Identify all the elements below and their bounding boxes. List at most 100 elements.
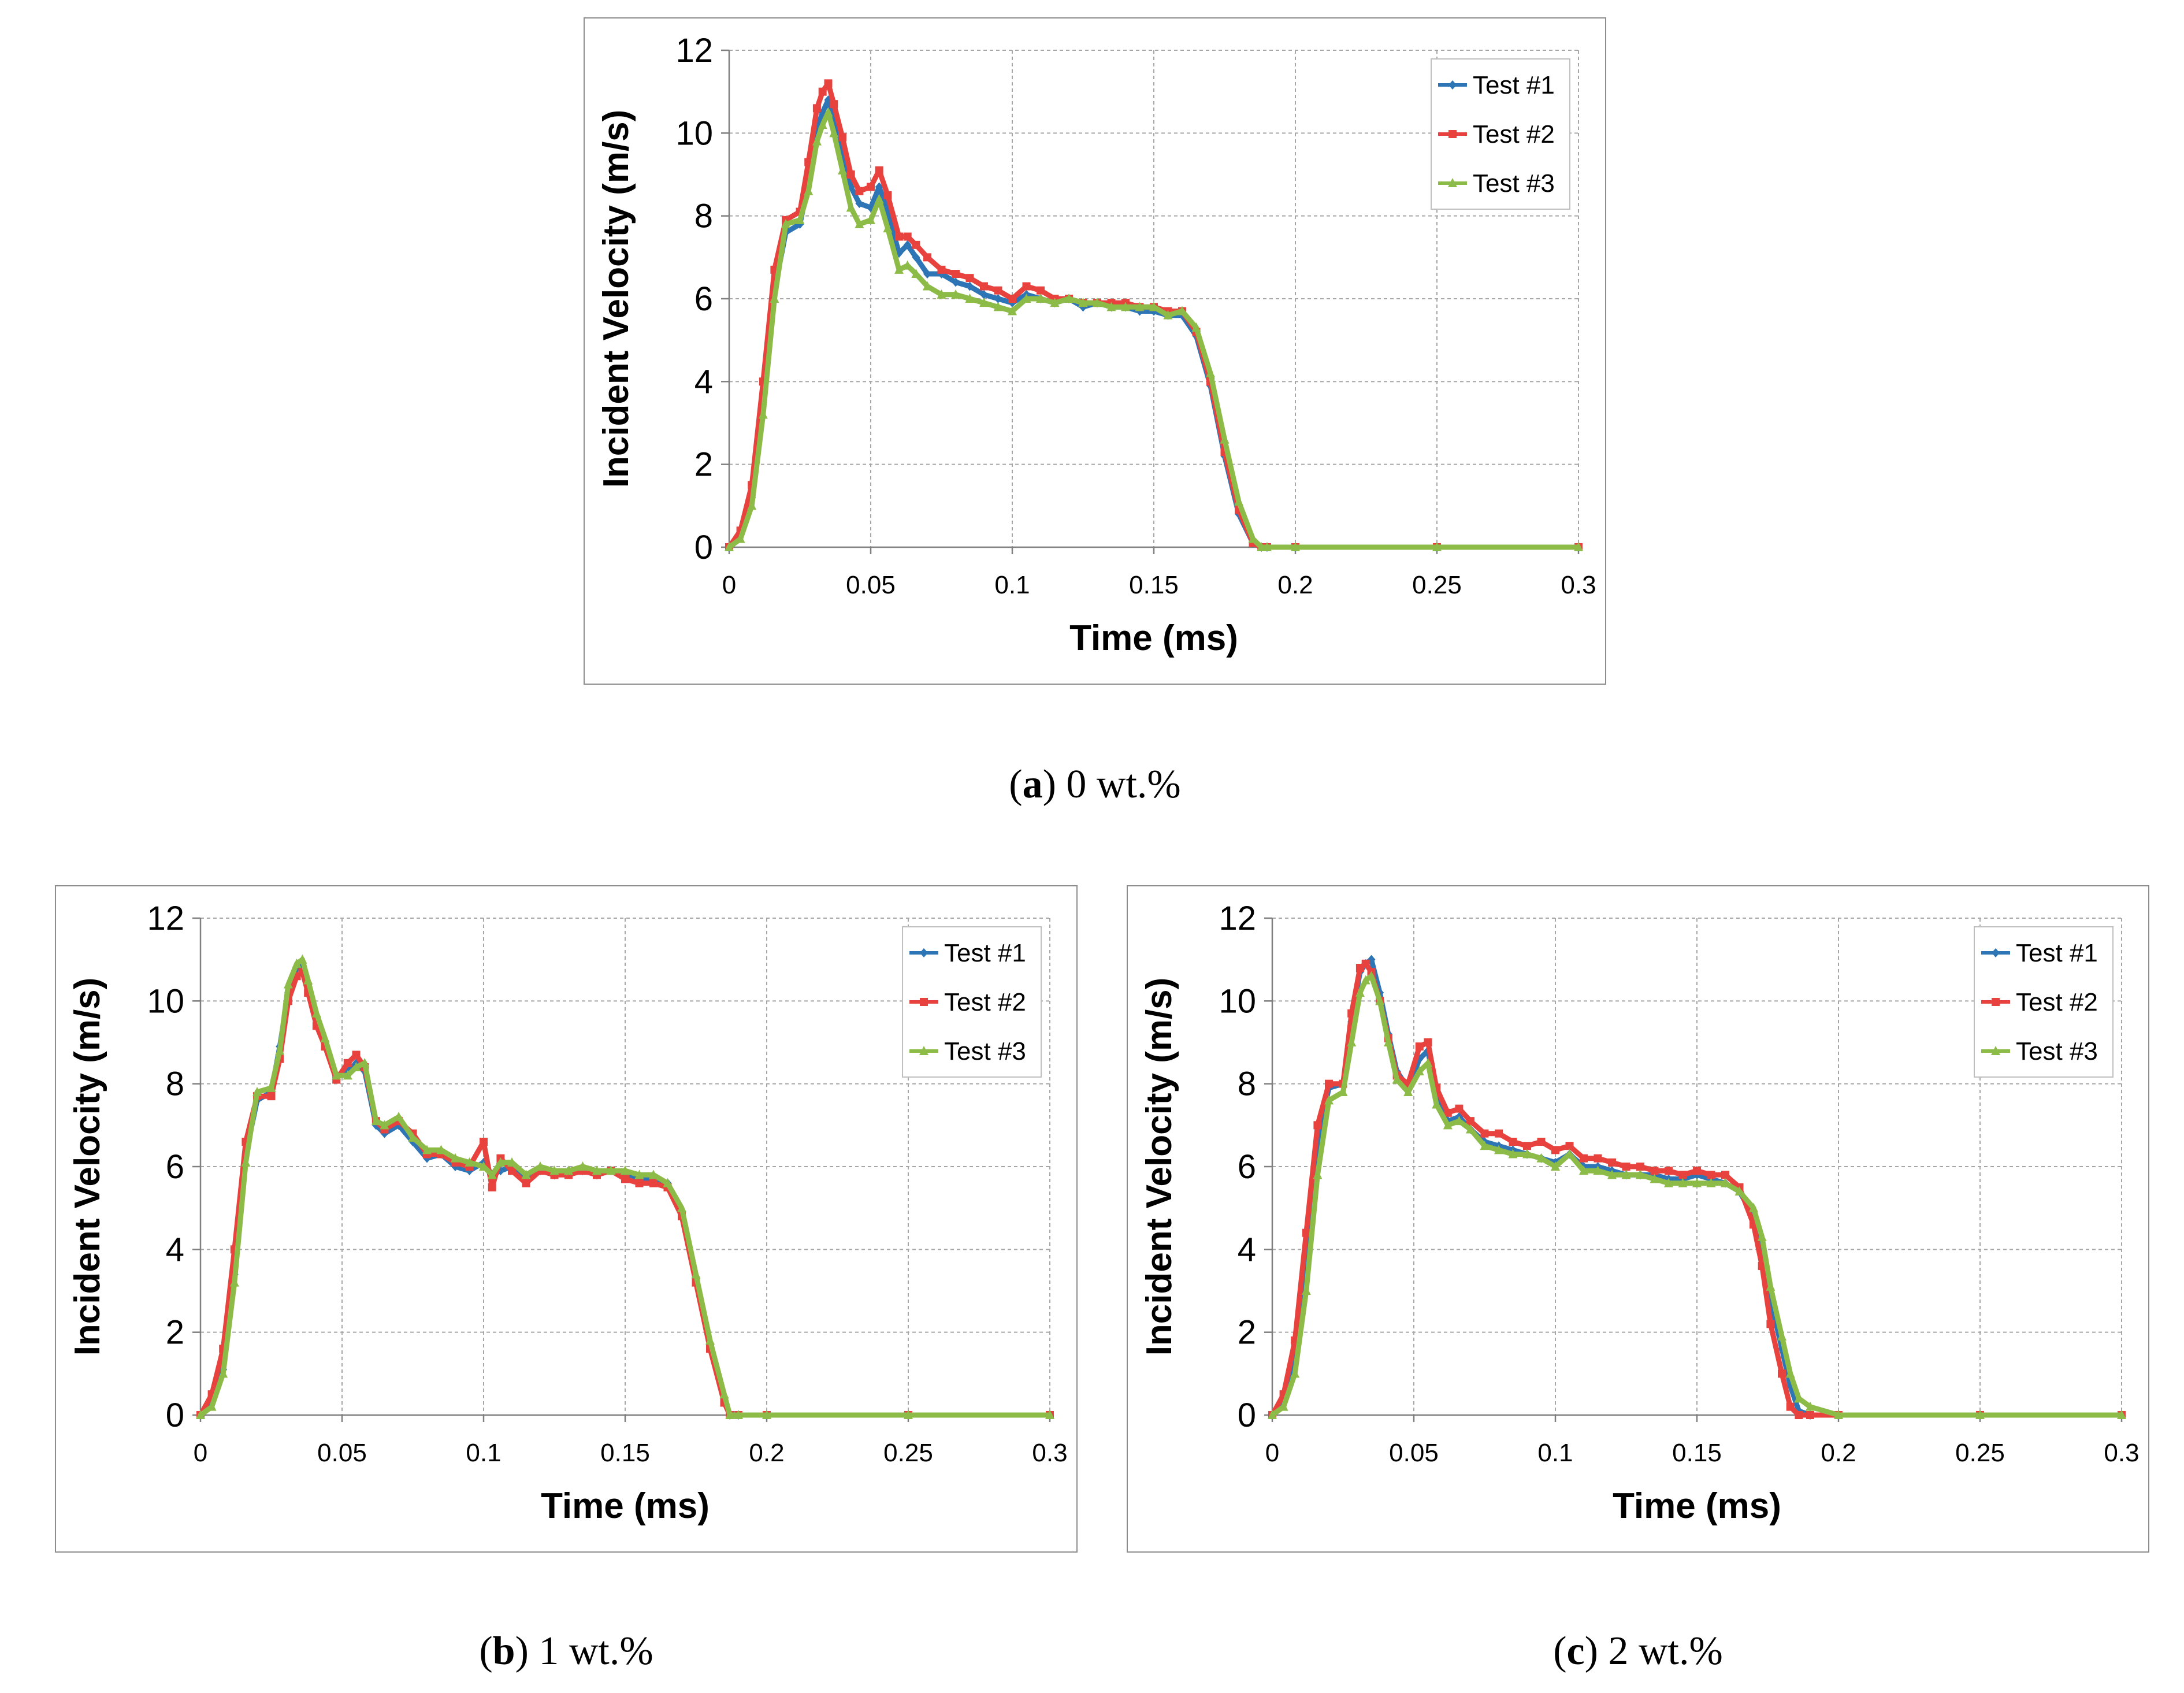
legend-swatch-marker [1991, 1046, 2000, 1055]
data-point [487, 1169, 497, 1179]
x-tick-label: 0.1 [994, 571, 1030, 599]
data-point [980, 289, 988, 299]
data-point [1008, 306, 1017, 315]
data-point [1551, 1146, 1559, 1154]
legend-label: Test #1 [1473, 71, 1555, 99]
data-point [719, 1389, 729, 1399]
data-point [1324, 1095, 1334, 1105]
data-point [812, 136, 822, 146]
data-point [621, 1165, 630, 1175]
x-tick-label: 0.25 [883, 1439, 933, 1467]
legend-label: Test #1 [2016, 939, 2098, 967]
data-point [1508, 1149, 1518, 1159]
data-point [965, 274, 974, 283]
legend: Test #1 Test #2 Test #3 [1974, 926, 2114, 1078]
y-tick-label: 4 [166, 1231, 184, 1268]
caption-c-letter: c [1566, 1629, 1585, 1673]
data-point [1480, 1129, 1489, 1138]
y-axis-title: Incident Velocity (m/s) [68, 978, 107, 1356]
data-point [1551, 1161, 1560, 1171]
data-point [649, 1169, 658, 1179]
legend-swatch-marker [920, 998, 928, 1006]
data-point [649, 1179, 658, 1187]
series-3 [196, 954, 1054, 1419]
data-point [911, 269, 921, 278]
data-point [380, 1120, 389, 1130]
chart-svg-a: 0 2 4 6 8 10 12 0 0.05 0.1 0.15 0.2 0.25 0.3 Time (ms)… [596, 32, 1596, 658]
data-point [1574, 542, 1583, 551]
series-2 [1268, 959, 2126, 1419]
data-point [1036, 294, 1045, 303]
data-point [979, 298, 989, 307]
caption-b-letter: b [492, 1629, 515, 1673]
data-point [1522, 1149, 1532, 1159]
data-point [578, 1161, 588, 1171]
data-point [621, 1175, 629, 1183]
data-point [380, 1128, 389, 1138]
data-point [1692, 1178, 1702, 1187]
legend-label: Test #3 [2016, 1037, 2098, 1065]
data-point [1608, 1158, 1616, 1167]
x-tick-label: 0.3 [1561, 571, 1596, 599]
legend: Test #1 Test #2 Test #3 [1431, 58, 1570, 210]
data-point [1423, 1057, 1433, 1067]
y-tick-label: 8 [166, 1065, 184, 1103]
x-tick-label: 0.2 [1821, 1439, 1856, 1467]
data-point [1078, 298, 1088, 307]
data-point [1206, 368, 1215, 377]
data-point [758, 409, 768, 419]
data-point [1262, 542, 1272, 551]
data-point [1366, 971, 1376, 981]
data-point [1523, 1142, 1531, 1150]
data-point [1678, 1178, 1688, 1187]
data-point [1279, 1401, 1288, 1411]
legend: Test #1 Test #2 Test #3 [902, 926, 1042, 1078]
data-point [1355, 987, 1365, 997]
data-point [1050, 298, 1060, 307]
data-point [1621, 1169, 1631, 1179]
data-point [952, 277, 960, 287]
data-point [436, 1145, 446, 1154]
data-point [846, 182, 855, 192]
data-point [1466, 1117, 1474, 1126]
data-point [1579, 1165, 1588, 1175]
data-point [1665, 1167, 1673, 1175]
data-point [1361, 959, 1370, 968]
data-point [1338, 1087, 1348, 1096]
legend-swatch-marker [920, 948, 928, 957]
y-tick-label: 6 [694, 280, 713, 318]
y-tick-label: 8 [694, 198, 713, 235]
data-point [1022, 294, 1031, 303]
caption-b: (b) 1 wt.% [479, 1629, 653, 1673]
data-point [725, 542, 734, 551]
data-point [1392, 1074, 1402, 1084]
data-point [1149, 302, 1158, 311]
legend-swatch-marker [1448, 130, 1457, 138]
data-point [937, 289, 946, 299]
data-point [1375, 996, 1385, 1005]
data-point [1220, 434, 1230, 444]
data-point [855, 199, 864, 209]
y-tick-label: 12 [1219, 900, 1256, 937]
data-point [1008, 298, 1016, 308]
series-3 [1268, 971, 2126, 1419]
legend-swatch-marker [1448, 80, 1457, 90]
data-point [838, 133, 846, 142]
y-tick-label: 10 [1219, 982, 1256, 1020]
y-tick-label: 10 [675, 114, 713, 152]
data-point [1178, 306, 1187, 315]
x-tick-label: 0.3 [1032, 1439, 1067, 1467]
data-point [1301, 1286, 1311, 1295]
data-point [1707, 1171, 1715, 1179]
legend-swatch-marker [919, 1046, 928, 1055]
data-point [1466, 1124, 1475, 1134]
legend-swatch-marker [1992, 998, 2000, 1006]
data-point [508, 1167, 516, 1175]
caption-a: (a) 0 wt.% [1009, 762, 1181, 807]
data-point [606, 1165, 616, 1175]
data-point [1749, 1202, 1758, 1212]
legend-label: Test #1 [944, 939, 1026, 967]
data-point [1291, 542, 1300, 551]
x-tick-label: 0 [722, 571, 736, 599]
data-point [923, 281, 932, 291]
